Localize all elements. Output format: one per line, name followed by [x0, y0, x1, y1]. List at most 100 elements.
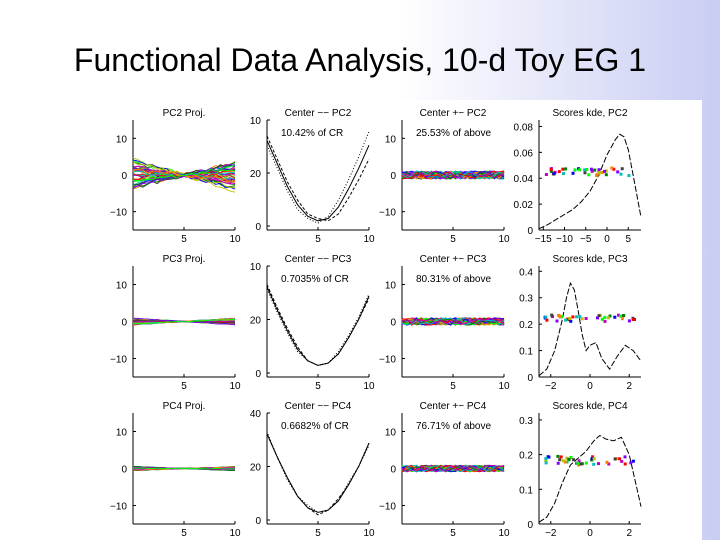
score-point: [562, 172, 565, 176]
y-tick-label: 0.1: [519, 485, 533, 496]
score-point: [620, 459, 624, 463]
slide-title: Functional Data Analysis, 10-d Toy EG 1: [73, 42, 647, 78]
subplot-title: Scores kde, PC3: [552, 254, 627, 265]
score-point: [597, 314, 601, 318]
score-point: [573, 168, 577, 172]
x-tick-label: 5: [181, 528, 187, 539]
y-tick-label: 0.04: [514, 174, 534, 185]
score-point: [597, 462, 600, 466]
curve-line: [401, 170, 505, 180]
series-center-pc: [266, 431, 370, 513]
y-tick-label: 10: [116, 281, 128, 292]
y-tick-label: −10: [379, 208, 396, 219]
x-tick-label: 10: [498, 234, 510, 245]
score-point: [604, 169, 608, 173]
y-tick-label: 10: [116, 134, 128, 145]
x-tick-label: 2: [626, 528, 632, 539]
curve-line: [401, 464, 505, 473]
score-point: [560, 314, 564, 318]
score-point: [566, 317, 570, 321]
score-point: [565, 460, 569, 464]
subplot-proj-pc2: PC2 Proj. 5 10 10 0 −10: [110, 108, 241, 245]
x-tick-label: 0: [604, 234, 610, 245]
curve-line: [401, 317, 505, 326]
y-tick-label: −10: [110, 355, 127, 366]
score-point: [544, 315, 548, 319]
subplot-proj-pc4: PC4 Proj. 5 10 10 0 −10: [110, 401, 241, 539]
y-tick-label: 0.1: [519, 347, 533, 358]
y-tick-label: 0: [390, 465, 396, 476]
score-point: [612, 167, 616, 171]
x-tick-label: −2: [545, 381, 557, 392]
y-tick-label: 0.02: [514, 200, 534, 211]
x-tick-label: 10: [363, 381, 375, 392]
score-point: [576, 461, 580, 465]
curve-line: [401, 317, 505, 326]
subplot-center-pc4: Center −− PC4 5 10 40 20 0 0.6682% of CR: [250, 401, 375, 539]
score-point: [569, 319, 573, 323]
score-point: [620, 167, 624, 171]
score-point: [584, 317, 588, 320]
score-point: [607, 462, 611, 466]
x-tick-label: 5: [315, 528, 321, 539]
score-point: [596, 316, 599, 320]
curve-line: [401, 464, 505, 473]
score-point: [587, 173, 591, 177]
score-point: [604, 173, 608, 177]
score-point: [631, 459, 635, 463]
subplot-title: PC2 Proj.: [163, 108, 206, 119]
series-center: [266, 433, 370, 513]
subplot-title: Scores kde, PC4: [552, 401, 627, 412]
y-tick-label: 10: [116, 428, 128, 439]
score-point: [547, 455, 551, 459]
score-point: [591, 455, 595, 459]
y-tick-label: 0.2: [519, 451, 533, 462]
score-point: [620, 317, 624, 321]
score-point: [613, 315, 617, 319]
score-point: [544, 459, 548, 462]
series-center: [266, 140, 370, 222]
y-tick-label: 0: [121, 318, 127, 329]
y-tick-label: 0: [121, 465, 127, 476]
score-point: [603, 315, 607, 319]
score-point: [552, 172, 556, 176]
subplot-annotation: 0.6682% of CR: [281, 421, 349, 432]
y-tick-label: 0: [390, 318, 396, 329]
x-tick-label: −10: [556, 234, 573, 245]
y-tick-label: 0: [390, 171, 396, 182]
x-tick-label: 5: [315, 381, 321, 392]
subplot-kde-pc4: Scores kde, PC4 −2 0 2 0 0.1 0.2 0.3: [519, 401, 642, 539]
score-point: [545, 318, 549, 322]
subplot-annotation: 10.42% of CR: [281, 128, 343, 139]
y-tick-label: 0: [255, 222, 261, 233]
y-tick-label: 0: [255, 516, 261, 527]
y-tick-label: 0.08: [514, 122, 534, 133]
score-point: [564, 167, 568, 171]
score-point: [617, 313, 620, 317]
score-point: [557, 313, 561, 317]
score-point: [631, 318, 635, 321]
y-tick-label: 0: [527, 226, 533, 237]
x-tick-label: 5: [450, 528, 456, 539]
score-point: [558, 458, 562, 462]
subplot-title: Center +− PC4: [420, 401, 487, 412]
y-tick-label: 0.3: [519, 294, 533, 305]
x-tick-label: −5: [580, 234, 592, 245]
x-tick-label: 10: [363, 234, 375, 245]
subplot-title: Center −− PC4: [285, 401, 352, 412]
curve-line: [132, 164, 236, 182]
score-point: [600, 170, 604, 174]
y-tick-label: 10: [385, 134, 397, 145]
y-tick-label: 0: [255, 369, 261, 380]
y-tick-label: −10: [379, 355, 396, 366]
score-point: [561, 167, 565, 171]
score-point: [556, 454, 560, 458]
x-tick-label: 0: [587, 381, 593, 392]
score-point: [571, 171, 575, 175]
x-tick-label: 10: [229, 234, 241, 245]
score-point: [559, 455, 563, 459]
x-tick-label: 0: [587, 528, 593, 539]
y-tick-label: 10: [385, 281, 397, 292]
series-center-pc: [266, 131, 370, 224]
